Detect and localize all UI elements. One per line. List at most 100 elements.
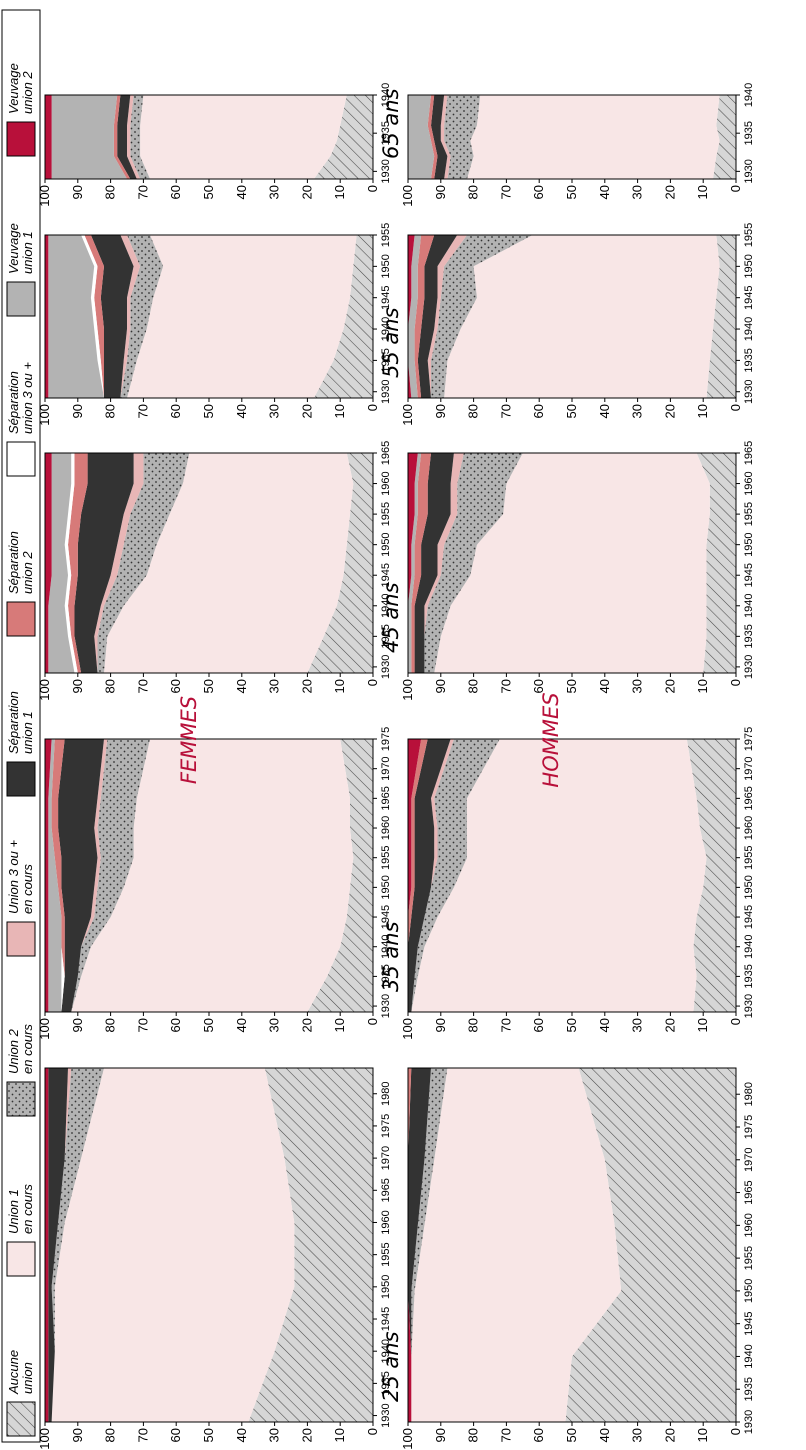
legend-swatch-sep2 xyxy=(6,601,36,637)
x-tick-label: 1935 xyxy=(743,964,755,988)
x-tick-label: 1940 xyxy=(380,83,392,107)
y-tick-label: 20 xyxy=(662,185,677,199)
x-tick-label: 1930 xyxy=(743,379,755,403)
y-tick-label: 70 xyxy=(498,185,513,199)
area-sep2 xyxy=(427,95,438,179)
x-tick-label: 1960 xyxy=(743,471,755,495)
y-tick-label: 90 xyxy=(433,185,448,199)
x-tick-label: 1930 xyxy=(380,1403,392,1427)
area-aucune_union xyxy=(686,739,736,1012)
area-union3 xyxy=(424,453,464,673)
y-tick-label: 20 xyxy=(662,1428,677,1442)
legend-label-line1: Séparation xyxy=(6,691,21,754)
area-union1 xyxy=(51,1068,295,1422)
y-tick-label: 20 xyxy=(662,679,677,693)
area-union3 xyxy=(71,739,108,1012)
area-union3 xyxy=(411,739,454,1012)
panel-hommes-25-ans: 0 10 20 30 40 50 60 70 80 90 100 1930 1935 1940 1945 19… xyxy=(379,1067,755,1450)
x-tick-label: 1960 xyxy=(743,816,755,840)
x-tick-label: 1935 xyxy=(743,1377,755,1401)
y-tick-label: 80 xyxy=(103,1428,118,1442)
area-veuv2 xyxy=(408,1068,412,1422)
y-tick-label: 70 xyxy=(498,679,513,693)
area-aucune_union xyxy=(314,95,373,179)
y-tick-label: 30 xyxy=(267,1018,282,1032)
area-sep2 xyxy=(411,453,431,673)
panel-femmes-45-ans: 0 10 20 30 40 50 60 70 80 90 100 1930 1935 1940 1945 19… xyxy=(16,441,392,701)
area-veuv1 xyxy=(408,235,422,398)
y-tick-label: 40 xyxy=(234,1018,249,1032)
area-union1 xyxy=(411,739,707,1012)
y-tick-label: 90 xyxy=(433,679,448,693)
x-tick-label: 1960 xyxy=(380,471,392,495)
x-tick-label: 1965 xyxy=(380,786,392,810)
y-tick-label: 100 xyxy=(400,679,415,701)
x-tick-label: 1975 xyxy=(743,727,755,751)
x-tick-label: 1965 xyxy=(743,1180,755,1204)
y-tick-label: 30 xyxy=(630,1428,645,1442)
x-tick-label: 1940 xyxy=(380,934,392,958)
x-tick-label: 1935 xyxy=(380,964,392,988)
y-tick-label: 60 xyxy=(531,1428,546,1442)
area-veuv1 xyxy=(48,453,75,673)
y-tick-label: 40 xyxy=(234,404,249,418)
panel-title: 65 ans xyxy=(379,88,403,159)
x-tick-label: 1950 xyxy=(380,875,392,899)
legend-label-line1: Séparation xyxy=(6,371,21,434)
y-tick-label: 30 xyxy=(267,185,282,199)
y-tick-label: 70 xyxy=(498,404,513,418)
y-tick-label: 90 xyxy=(70,404,85,418)
y-tick-label: 10 xyxy=(695,1018,710,1032)
y-tick-label: 100 xyxy=(37,185,52,207)
area-aucune_union xyxy=(713,95,736,179)
x-tick-label: 1930 xyxy=(743,1410,755,1434)
y-tick-label: 60 xyxy=(168,404,183,418)
y-tick-label: 80 xyxy=(466,404,481,418)
area-union1 xyxy=(467,95,720,179)
x-tick-label: 1945 xyxy=(743,563,755,587)
y-tick-label: 30 xyxy=(630,679,645,693)
area-union1 xyxy=(140,95,347,179)
y-tick-label: 80 xyxy=(103,1018,118,1032)
area-union1 xyxy=(444,235,720,398)
y-tick-label: 60 xyxy=(168,679,183,693)
y-tick-label: 50 xyxy=(564,404,579,418)
area-sep1 xyxy=(117,95,137,179)
x-tick-label: 1975 xyxy=(380,727,392,751)
x-tick-label: 1950 xyxy=(743,254,755,278)
x-tick-label: 1955 xyxy=(380,502,392,526)
y-tick-label: 100 xyxy=(400,404,415,426)
x-tick-label: 1955 xyxy=(743,845,755,869)
y-tick-label: 20 xyxy=(662,1018,677,1032)
area-aucune_union xyxy=(706,235,736,398)
y-tick-label: 60 xyxy=(168,1018,183,1032)
y-tick-label: 90 xyxy=(70,679,85,693)
y-tick-label: 70 xyxy=(135,404,150,418)
x-tick-label: 1940 xyxy=(743,934,755,958)
area-veuv1 xyxy=(48,739,62,1012)
y-tick-label: 20 xyxy=(299,1018,314,1032)
legend-label-line1: Veuvage xyxy=(6,223,21,274)
area-veuv2 xyxy=(45,95,52,179)
x-tick-label: 1955 xyxy=(380,845,392,869)
x-tick-label: 1945 xyxy=(380,563,392,587)
y-tick-label: 50 xyxy=(201,404,216,418)
x-tick-label: 1955 xyxy=(380,223,392,247)
y-tick-label: 0 xyxy=(365,1428,380,1435)
x-tick-label: 1935 xyxy=(743,348,755,372)
x-tick-label: 1935 xyxy=(743,624,755,648)
x-tick-label: 1935 xyxy=(380,624,392,648)
area-union1 xyxy=(104,453,354,673)
y-tick-label: 20 xyxy=(662,404,677,418)
area-sep3 xyxy=(81,235,104,398)
area-veuv2 xyxy=(408,739,422,1012)
x-tick-label: 1935 xyxy=(380,121,392,145)
y-tick-label: 70 xyxy=(135,679,150,693)
area-veuv1 xyxy=(408,95,435,179)
panel-title: 55 ans xyxy=(379,307,403,378)
area-union2 xyxy=(130,95,150,179)
area-union3 xyxy=(94,453,144,673)
x-tick-label: 1945 xyxy=(743,905,755,929)
y-tick-label: 40 xyxy=(234,185,249,199)
